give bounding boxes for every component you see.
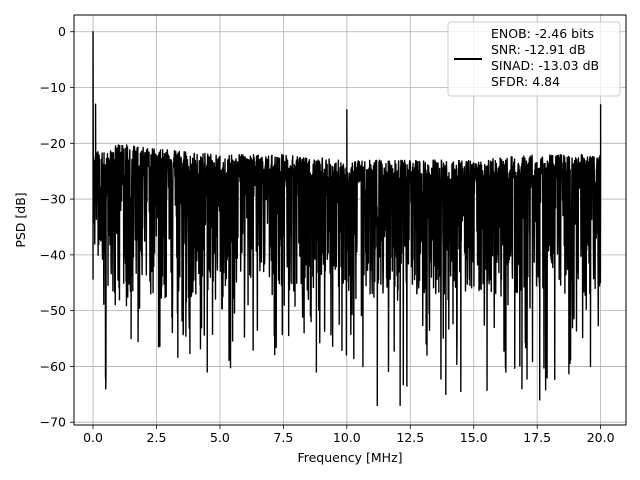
x-tick-label: 12.5	[396, 430, 424, 445]
x-tick-label: 5.0	[210, 430, 230, 445]
legend-snr: SNR: -12.91 dB	[491, 42, 586, 57]
x-axis-label: Frequency [MHz]	[297, 450, 402, 465]
legend-sinad: SINAD: -13.03 dB	[491, 58, 599, 73]
x-tick-label: 15.0	[460, 430, 488, 445]
plot-frame	[73, 14, 627, 426]
y-tick-label: −10	[40, 80, 66, 95]
y-tick-label: −40	[40, 247, 66, 262]
y-tick-label: −20	[40, 136, 66, 151]
x-tick-label: 2.5	[147, 430, 167, 445]
x-tick-label: 17.5	[523, 430, 551, 445]
x-tick-label: 7.5	[273, 430, 293, 445]
psd-series	[92, 31, 602, 407]
x-tick-label: 20.0	[587, 430, 615, 445]
legend-box	[447, 21, 621, 97]
y-axis-ticks: 0 −10 −20 −30 −40 −50 −60 −70	[40, 24, 74, 430]
legend: ENOB: -2.46 bits SNR: -12.91 dB SINAD: -…	[447, 21, 621, 97]
x-tick-label: 10.0	[333, 430, 361, 445]
x-axis-ticks: 0.0 2.5 5.0 7.5 10.0 12.5 15.0 17.5 20.0	[83, 425, 615, 445]
y-axis-label: PSD [dB]	[13, 192, 28, 247]
y-tick-label: −70	[40, 415, 66, 430]
x-tick-label: 0.0	[83, 430, 103, 445]
y-tick-label: −60	[40, 359, 66, 374]
legend-sfdr: SFDR: 4.84	[491, 74, 560, 89]
y-tick-label: 0	[58, 24, 66, 39]
y-tick-label: −50	[40, 303, 66, 318]
legend-enob: ENOB: -2.46 bits	[491, 26, 594, 41]
y-tick-label: −30	[40, 192, 66, 207]
